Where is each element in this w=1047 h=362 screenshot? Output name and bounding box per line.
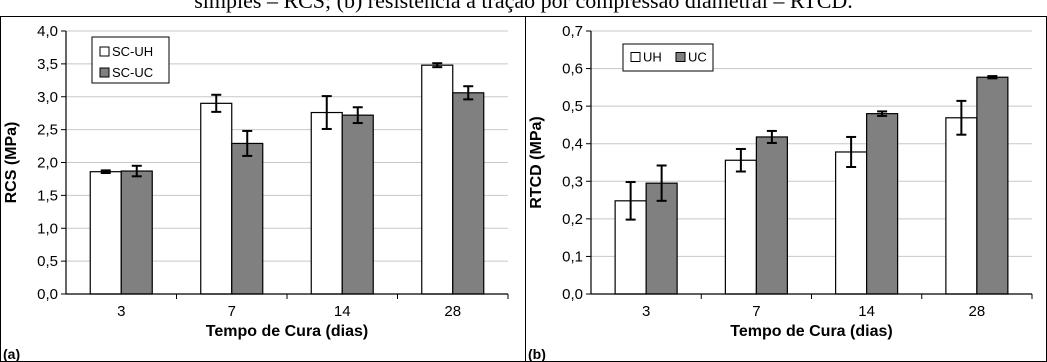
y-tick-label: 0,3 [562, 173, 583, 190]
bar-uh [835, 151, 868, 295]
x-tick-label: 3 [642, 303, 650, 320]
x-tick-label: 14 [334, 303, 351, 320]
x-tick-label: 14 [858, 303, 875, 320]
rcs-bar-chart: 0,0 0,5 1,0 1,5 2,0 2,5 3,0 3,5 4,0 3 7 14 28 Tempo d… [3, 23, 509, 340]
legend-swatch-sc-uh [99, 46, 110, 57]
x-tick-label: 28 [969, 303, 986, 320]
legend-swatch-uc [675, 52, 686, 62]
y-axis-title: RTCD (MPa) [528, 116, 545, 208]
y-tick-label: 0,4 [562, 136, 583, 153]
y-tick-label: 2,0 [37, 155, 58, 172]
panel-frame [0, 16, 526, 362]
y-tick-label: 0,0 [562, 286, 583, 303]
y-tick-label: 0,5 [562, 98, 583, 115]
chart-panel-rcs: 0,0 0,5 1,0 1,5 2,0 2,5 3,0 3,5 4,0 3 7 14 28 Tempo d… [0, 16, 526, 362]
y-tick-label: 0,0 [37, 286, 58, 303]
chart-panel-rtcd: 0,0 0,1 0,2 0,3 0,4 0,5 0,6 0,7 3 7 14 28 Tempo de C… [525, 16, 1047, 362]
figure-caption: simples – RCS; (b) resistência à tração … [194, 0, 853, 13]
y-tick-label: 0,6 [562, 61, 583, 78]
y-tick-label: 0,2 [562, 211, 583, 228]
panel-label-b: (b) [528, 346, 546, 362]
y-tick-label: 3,0 [37, 89, 58, 106]
x-axis-title: Tempo de Cura (dias) [730, 323, 892, 340]
y-tick-label: 0,7 [562, 23, 583, 40]
x-axis-title: Tempo de Cura (dias) [206, 323, 368, 340]
rtcd-bar-chart: 0,0 0,1 0,2 0,3 0,4 0,5 0,6 0,7 3 7 14 28 Tempo de C… [528, 23, 1033, 340]
bar-sc-uc [452, 92, 485, 295]
y-tick-label: 1,5 [37, 187, 58, 204]
y-tick-label: 0,1 [562, 248, 583, 265]
y-tick-label: 4,0 [37, 23, 58, 40]
legend-label-sc-uh: SC-UH [112, 44, 153, 59]
y-tick-label: 2,5 [37, 122, 58, 139]
legend-label-uc: UC [688, 50, 707, 65]
y-axis-title: RCS (MPa) [3, 122, 20, 204]
bar-uc [976, 76, 1009, 295]
y-tick-label: 3,5 [37, 56, 58, 73]
y-tick-label: 0,5 [37, 253, 58, 270]
x-tick-label: 7 [752, 303, 760, 320]
legend-label-uh: UH [643, 50, 662, 65]
x-tick-label: 7 [228, 303, 236, 320]
x-tick-label: 3 [117, 303, 125, 320]
bar-sc-uc [231, 142, 264, 295]
bar-sc-uc [120, 170, 153, 295]
legend-swatch-sc-uc [99, 67, 110, 78]
x-tick-label: 28 [444, 303, 461, 320]
panel-label-a: (a) [3, 346, 21, 362]
bar-sc-uh [89, 171, 122, 295]
legend-label-sc-uc: SC-UC [112, 65, 153, 80]
y-tick-label: 1,0 [37, 220, 58, 237]
bar-sc-uc [341, 114, 374, 295]
legend-swatch-uh [630, 52, 641, 62]
panel-frame [525, 16, 1047, 362]
bar-sc-uh [421, 64, 454, 295]
